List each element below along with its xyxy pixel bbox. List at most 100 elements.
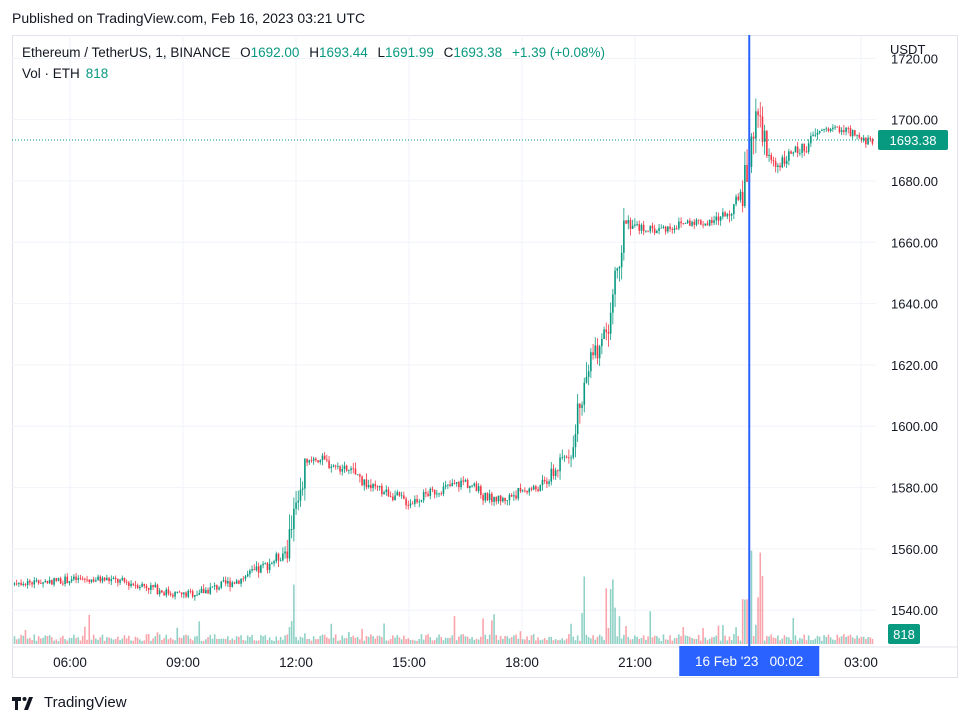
candle — [275, 551, 278, 564]
volume-bar — [636, 636, 638, 644]
candle — [88, 579, 91, 584]
candle — [134, 580, 137, 589]
volume-bar — [268, 637, 271, 644]
volume-bar — [224, 638, 227, 644]
candle — [86, 575, 88, 583]
candle — [554, 467, 557, 480]
open-label: O — [240, 45, 251, 60]
volume-bar — [198, 621, 201, 644]
volume-bar — [453, 616, 456, 644]
volume-bar — [464, 636, 467, 644]
candle — [581, 401, 583, 416]
candle — [249, 568, 251, 578]
volume-bar — [442, 640, 445, 644]
candle — [530, 486, 533, 492]
volume-bar — [290, 621, 293, 644]
volume-bar — [689, 636, 691, 644]
volume-bar — [865, 638, 867, 644]
volume-bar — [449, 637, 451, 644]
volume-bar — [323, 634, 326, 644]
candle — [297, 490, 300, 511]
candle — [343, 461, 346, 473]
volume-bar — [352, 635, 355, 644]
volume-bar — [264, 635, 267, 644]
volume-bar — [528, 640, 531, 644]
candle — [493, 496, 495, 506]
footer-brand[interactable]: TradingView — [12, 694, 127, 711]
volume-bar — [559, 639, 561, 644]
candle — [367, 479, 370, 489]
volume-bar — [843, 634, 845, 644]
candle — [372, 482, 374, 492]
candle — [524, 487, 526, 493]
volume-bar — [200, 640, 203, 644]
volume-bar — [530, 635, 533, 644]
candle — [653, 224, 656, 236]
close-label: C — [443, 45, 454, 60]
candle — [315, 457, 317, 463]
volume-bar — [244, 640, 247, 644]
time-tick-label: 09:00 — [166, 655, 200, 670]
candle — [772, 156, 775, 167]
candle — [123, 577, 126, 584]
volume-bar — [724, 635, 726, 644]
volume-bar — [662, 634, 665, 644]
candle — [150, 582, 152, 595]
candle — [777, 163, 779, 174]
candle — [739, 189, 742, 203]
volume-bar — [48, 635, 51, 644]
candle — [807, 139, 810, 155]
candle — [836, 126, 839, 128]
candle — [704, 223, 707, 227]
volume-bar — [242, 639, 245, 644]
volume-badge: 818 — [888, 624, 920, 644]
price-tick-label: 1720.00 — [891, 51, 938, 66]
candle — [528, 487, 531, 496]
volume-bar — [867, 637, 869, 644]
candle — [805, 146, 808, 154]
volume-bar — [651, 637, 654, 644]
volume-bar — [673, 638, 676, 644]
candle — [499, 494, 502, 506]
volume-bar — [444, 637, 447, 644]
candle — [728, 210, 731, 223]
candle — [697, 219, 700, 225]
candle — [673, 224, 676, 234]
candle — [385, 485, 388, 496]
last-price-value: 1693.38 — [890, 133, 937, 148]
candle — [689, 217, 691, 227]
volume-bar — [156, 632, 159, 644]
volume-bar — [612, 579, 614, 644]
candle — [255, 561, 258, 572]
candle — [682, 223, 685, 225]
candle — [783, 150, 786, 167]
candle — [383, 490, 385, 495]
candle — [427, 490, 429, 498]
candle — [614, 266, 616, 308]
candle — [416, 494, 418, 504]
candle — [26, 578, 29, 589]
volume-bar — [420, 634, 423, 644]
candle — [319, 459, 322, 465]
volume-bar — [598, 634, 601, 644]
candle — [620, 245, 623, 280]
volume-bar — [438, 634, 440, 644]
candle — [163, 590, 165, 596]
candle — [667, 226, 669, 234]
volume-bar — [139, 639, 141, 644]
candle — [183, 592, 185, 599]
volume-bar — [35, 640, 38, 644]
candle — [548, 479, 550, 487]
candle — [356, 474, 359, 476]
volume-bar — [99, 637, 102, 644]
candle — [708, 219, 711, 227]
volume-bar — [482, 618, 484, 644]
volume-bar — [856, 635, 858, 644]
volume-bar — [279, 636, 282, 644]
symbol-title[interactable]: Ethereum / TetherUS, 1, BINANCE — [22, 45, 231, 60]
candle — [847, 126, 850, 134]
volume-bar — [400, 639, 403, 644]
price-chart[interactable]: 1540.00 1560.00 1580.00 1600.00 1620.00 1640.… — [12, 35, 958, 678]
candle — [167, 586, 170, 596]
candle — [81, 576, 84, 581]
